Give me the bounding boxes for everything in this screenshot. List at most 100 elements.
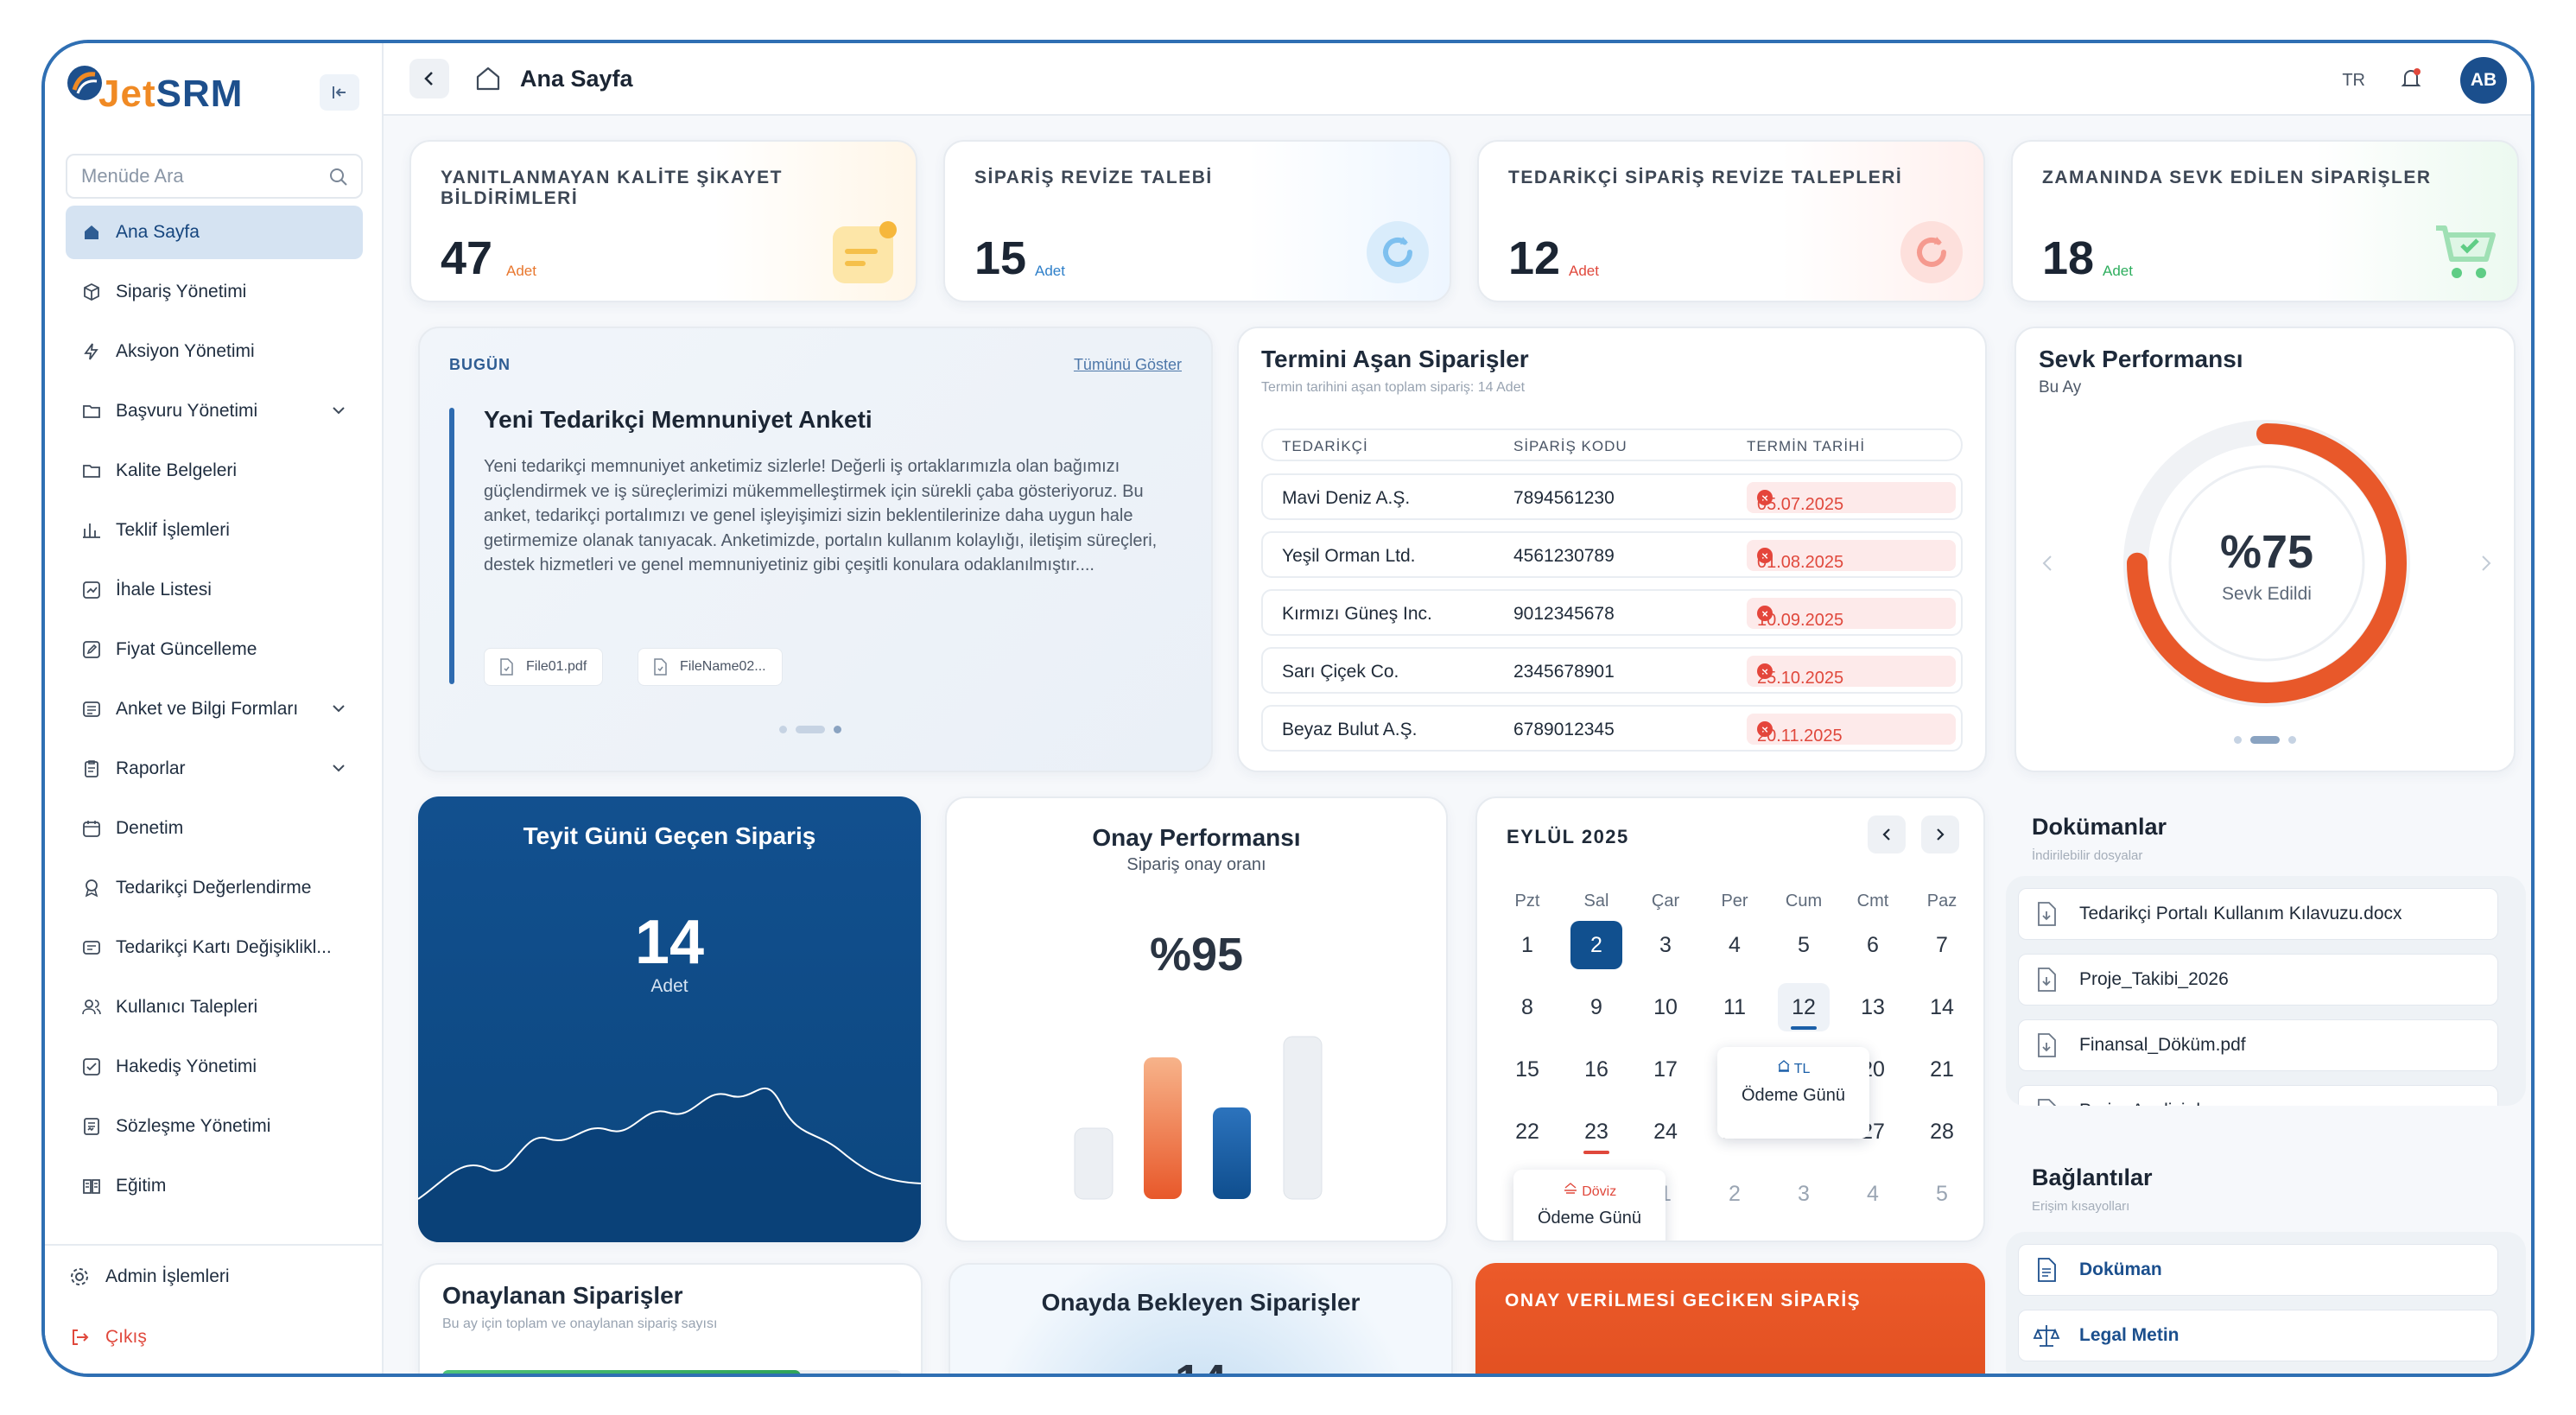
stat-card-order-revision[interactable]: SİPARİŞ REVİZE TALEBİ 15 Adet [943, 140, 1451, 302]
top-bar: Ana Sayfa TR AB [384, 43, 2531, 116]
carousel-dot-active[interactable] [796, 726, 825, 733]
calendar-day[interactable]: 28 [1930, 1120, 1954, 1144]
sidebar-item-6[interactable]: Teklif İşlemleri [66, 504, 363, 557]
sidebar-item-9[interactable]: Anket ve Bilgi Formları [66, 682, 363, 736]
stat-card-quality-complaints[interactable]: YANITLANMAYAN KALİTE ŞİKAYET BİLDİRİMLER… [409, 140, 917, 302]
calendar-day[interactable]: 16 [1584, 1057, 1608, 1082]
document-name: Finansal_Döküm.pdf [2079, 1035, 2246, 1055]
show-all-link[interactable]: Tümünü Göster [1073, 356, 1182, 373]
calendar-prev-button[interactable] [1868, 815, 1906, 853]
chevron-right-icon [1937, 828, 1945, 841]
carousel-dot[interactable] [2234, 736, 2242, 744]
sidebar-item-15[interactable]: Hakediş Yönetimi [66, 1040, 363, 1094]
carousel-dot[interactable] [779, 726, 787, 733]
calendar-day[interactable]: 12 [1778, 983, 1830, 1031]
stat-title: TEDARİKÇİ SİPARİŞ REVİZE TALEPLERİ [1508, 168, 1903, 187]
table-row[interactable]: Kırmızı Güneş Inc. 9012345678 × 10.09.2025 [1261, 589, 1963, 636]
calendar-day[interactable]: 8 [1521, 995, 1533, 1019]
table-row[interactable]: Sarı Çiçek Co. 2345678901 × 25.10.2025 [1261, 647, 1963, 694]
document-item[interactable]: Proje_Takibi_2026 [2018, 954, 2498, 1006]
logout-button[interactable]: Çıkış [69, 1327, 147, 1348]
calendar-day[interactable]: 4 [1867, 1182, 1879, 1206]
sidebar-item-10[interactable]: Raporlar [66, 742, 363, 796]
chevron-down-icon [333, 407, 345, 415]
sidebar-item-5[interactable]: Kalite Belgeleri [66, 444, 363, 498]
gauge-next-icon[interactable] [2482, 555, 2491, 571]
approved-progress-fill [442, 1370, 801, 1374]
sidebar-item-3[interactable]: Aksiyon Yönetimi [66, 325, 363, 378]
sidebar-item-4[interactable]: Başvuru Yönetimi [66, 384, 363, 438]
table-row[interactable]: Beyaz Bulut A.Ş. 6789012345 × 20.11.2025 [1261, 705, 1963, 752]
calendar-card: EYLÜL 2025 Pzt Sal Çar Per Cum Cmt Paz 1 2 3 4 5 6 7 8… [1475, 796, 1985, 1242]
edit-box-icon [83, 641, 100, 658]
calendar-day[interactable]: 7 [1936, 933, 1948, 957]
sidebar-item-13[interactable]: Tedarikçi Kartı Değişiklikl... [66, 921, 363, 974]
sidebar-item-16[interactable]: Sözleşme Yönetimi [66, 1100, 363, 1153]
calendar-day[interactable]: 24 [1653, 1120, 1678, 1144]
document-item[interactable]: Tedarikçi Portalı Kullanım Kılavuzu.docx [2018, 888, 2498, 940]
shipping-label: Sevk Edildi [2222, 584, 2312, 604]
sidebar-item-17[interactable]: Eğitim [66, 1159, 363, 1213]
documents-list[interactable]: Tedarikçi Portalı Kullanım Kılavuzu.docx… [2006, 876, 2526, 1106]
weekday-label: Cmt [1856, 892, 1889, 911]
calendar-day[interactable]: 21 [1930, 1057, 1954, 1082]
admin-menu-item[interactable]: Admin İşlemleri [69, 1266, 230, 1287]
logo[interactable]: JetSRM [66, 62, 264, 123]
calendar-day[interactable]: 3 [1659, 933, 1672, 957]
link-item[interactable]: Doküman [2018, 1244, 2498, 1296]
calendar-day[interactable]: 11 [1723, 995, 1746, 1019]
language-switch[interactable]: TR [2342, 71, 2365, 90]
sidebar-item-14[interactable]: Kullanıcı Talepleri [66, 980, 363, 1034]
calendar-day[interactable]: 22 [1515, 1120, 1539, 1144]
sidebar-item-11[interactable]: Denetim [66, 802, 363, 855]
carousel-dot[interactable] [834, 726, 841, 733]
calendar-day[interactable]: 5 [1798, 933, 1810, 957]
carousel-dot-active[interactable] [2250, 736, 2280, 744]
shipping-performance-card: Sevk Performansı Bu Ay %75 Sevk Edildi [2014, 327, 2516, 772]
calendar-day[interactable]: 9 [1590, 995, 1602, 1019]
document-item[interactable]: Finansal_Döküm.pdf [2018, 1019, 2498, 1071]
calendar-day[interactable]: 14 [1930, 995, 1954, 1019]
back-button[interactable] [409, 59, 449, 98]
calendar-day[interactable]: 13 [1861, 995, 1885, 1019]
menu-search-input[interactable] [67, 155, 301, 197]
stat-card-supplier-revision[interactable]: TEDARİKÇİ SİPARİŞ REVİZE TALEPLERİ 12 Ad… [1477, 140, 1985, 302]
table-row[interactable]: Mavi Deniz A.Ş. 7894561230 × 05.07.2025 [1261, 473, 1963, 520]
carousel-dots[interactable] [779, 726, 841, 733]
calendar-day[interactable]: 2 [1570, 921, 1622, 969]
sidebar-item-12[interactable]: Tedarikçi Değerlendirme [66, 861, 363, 915]
gauge-prev-icon[interactable] [2042, 555, 2052, 571]
attachment-file-1[interactable]: File01.pdf [484, 648, 604, 686]
carousel-dot[interactable] [2288, 736, 2296, 744]
document-name: Proje_Analizi.docx [2079, 1101, 2229, 1106]
order-code-cell: 9012345678 [1513, 604, 1615, 624]
search-icon[interactable] [328, 167, 349, 187]
calendar-day[interactable]: 5 [1936, 1182, 1948, 1206]
approval-bar [1283, 1036, 1323, 1200]
notification-bell-icon[interactable] [2398, 66, 2424, 92]
user-avatar[interactable]: AB [2460, 57, 2507, 104]
stat-card-on-time-shipments[interactable]: ZAMANINDA SEVK EDİLEN SİPARİŞLER 18 Adet [2011, 140, 2519, 302]
sidebar-item-8[interactable]: Fiyat Güncelleme [66, 623, 363, 676]
calendar-day[interactable]: 2 [1729, 1182, 1741, 1206]
document-item[interactable]: Proje_Analizi.docx [2018, 1085, 2498, 1106]
calendar-day[interactable]: 3 [1798, 1182, 1810, 1206]
link-item[interactable]: Legal Metin [2018, 1310, 2498, 1361]
collapse-sidebar-button[interactable] [320, 74, 359, 111]
calendar-next-button[interactable] [1921, 815, 1959, 853]
chevron-down-icon [333, 765, 345, 772]
shopping-cart-icon [2436, 225, 2496, 278]
calendar-day[interactable]: 1 [1521, 933, 1533, 957]
calendar-day[interactable]: 17 [1653, 1057, 1678, 1082]
calendar-day[interactable]: 4 [1729, 933, 1741, 957]
sidebar-item-1[interactable]: Ana Sayfa [66, 206, 363, 259]
calendar-day[interactable]: 23 [1570, 1107, 1622, 1156]
attachment-file-2[interactable]: FileName02... [638, 648, 783, 686]
table-row[interactable]: Yeşil Orman Ltd. 4561230789 × 01.08.2025 [1261, 531, 1963, 578]
calendar-day[interactable]: 10 [1653, 995, 1678, 1019]
calendar-day[interactable]: 6 [1867, 933, 1879, 957]
sidebar-item-7[interactable]: İhale Listesi [66, 563, 363, 617]
sidebar-item-2[interactable]: Sipariş Yönetimi [66, 265, 363, 319]
shipping-carousel-dots[interactable] [2234, 736, 2296, 744]
calendar-day[interactable]: 15 [1515, 1057, 1539, 1082]
